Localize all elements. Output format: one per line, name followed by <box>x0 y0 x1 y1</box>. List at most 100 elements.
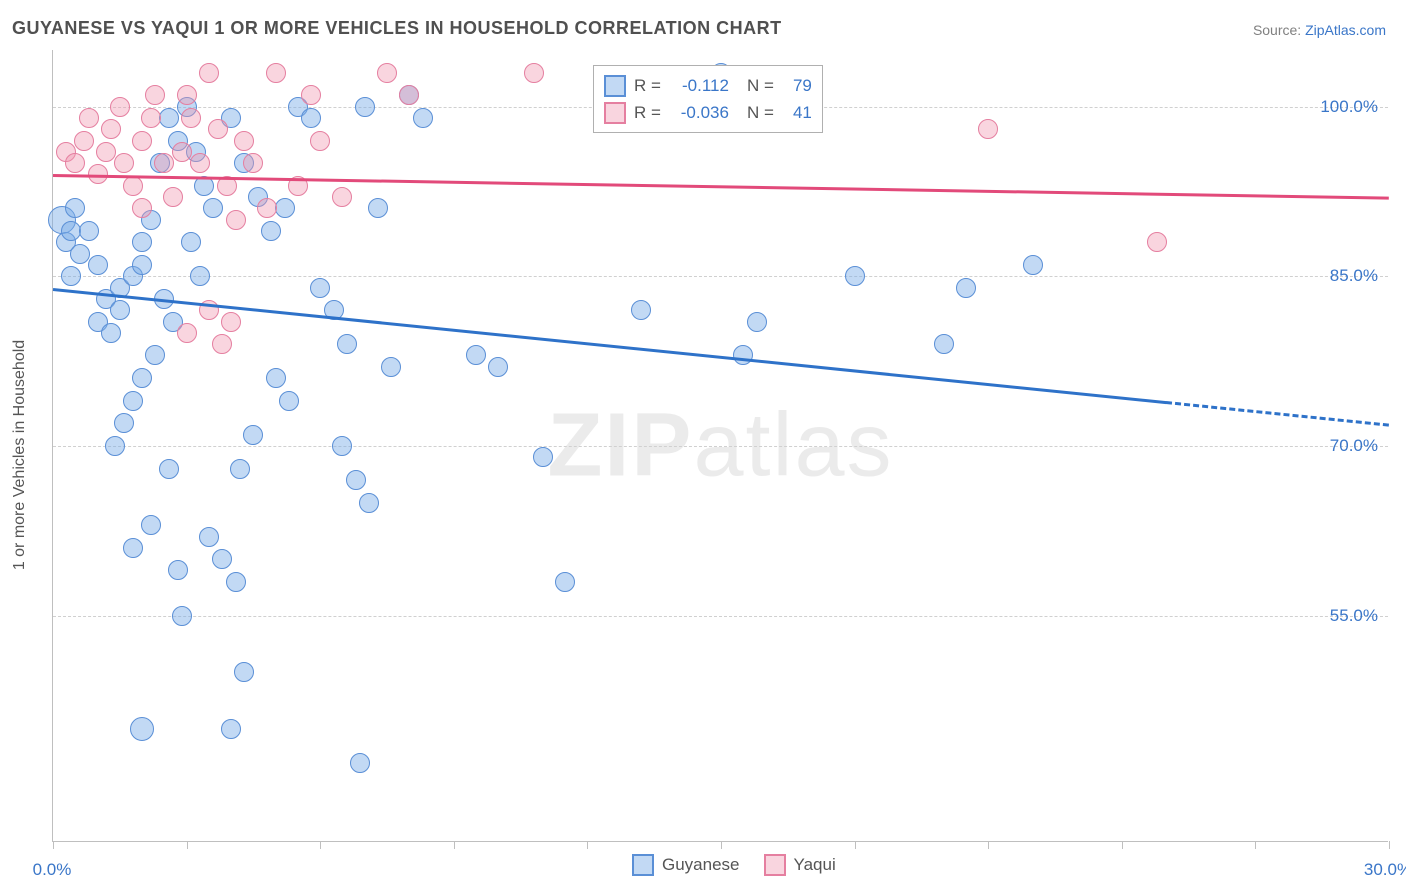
watermark-atlas: atlas <box>693 395 893 495</box>
data-point <box>1147 232 1167 252</box>
data-point <box>172 142 192 162</box>
legend-label: Yaqui <box>794 855 836 875</box>
data-point <box>65 153 85 173</box>
data-point <box>154 153 174 173</box>
data-point <box>301 108 321 128</box>
r-value: -0.036 <box>669 99 729 126</box>
data-point <box>123 538 143 558</box>
legend-swatch <box>632 854 654 876</box>
data-point <box>234 131 254 151</box>
data-point <box>310 131 330 151</box>
n-label: N = <box>747 72 774 99</box>
data-point <box>332 187 352 207</box>
x-tick-mark <box>1122 841 1123 849</box>
x-tick-mark <box>1255 841 1256 849</box>
scatter-chart: ZIPatlas 55.0%70.0%85.0%100.0%R =-0.112N… <box>52 50 1388 842</box>
data-point <box>466 345 486 365</box>
data-point <box>733 345 753 365</box>
data-point <box>243 425 263 445</box>
legend-swatch <box>604 75 626 97</box>
data-point <box>368 198 388 218</box>
data-point <box>114 153 134 173</box>
data-point <box>96 142 116 162</box>
r-label: R = <box>634 72 661 99</box>
data-point <box>190 153 210 173</box>
data-point <box>123 391 143 411</box>
x-tick-mark <box>320 841 321 849</box>
source-prefix: Source: <box>1253 22 1305 38</box>
data-point <box>132 232 152 252</box>
source-link[interactable]: ZipAtlas.com <box>1305 22 1386 38</box>
x-tick-mark <box>187 841 188 849</box>
data-point <box>132 131 152 151</box>
data-point <box>399 85 419 105</box>
data-point <box>74 131 94 151</box>
gridline <box>53 616 1388 617</box>
data-point <box>132 368 152 388</box>
data-point <box>199 527 219 547</box>
data-point <box>212 549 232 569</box>
x-tick-mark <box>855 841 856 849</box>
legend-item: Yaqui <box>764 854 836 876</box>
series-legend: Guyanese Yaqui <box>632 854 836 876</box>
data-point <box>105 436 125 456</box>
data-point <box>301 85 321 105</box>
data-point <box>208 119 228 139</box>
y-tick-label: 70.0% <box>1330 436 1378 456</box>
data-point <box>88 255 108 275</box>
data-point <box>243 153 263 173</box>
data-point <box>350 753 370 773</box>
data-point <box>413 108 433 128</box>
data-point <box>355 97 375 117</box>
data-point <box>266 63 286 83</box>
y-axis-label: 1 or more Vehicles in Household <box>11 340 29 570</box>
x-tick-mark <box>721 841 722 849</box>
y-tick-label: 55.0% <box>1330 606 1378 626</box>
data-point <box>978 119 998 139</box>
legend-swatch <box>604 102 626 124</box>
n-value: 79 <box>782 72 812 99</box>
data-point <box>234 662 254 682</box>
legend-label: Guyanese <box>662 855 740 875</box>
x-tick-mark <box>1389 841 1390 849</box>
data-point <box>159 108 179 128</box>
data-point <box>381 357 401 377</box>
data-point <box>221 719 241 739</box>
data-point <box>101 119 121 139</box>
data-point <box>956 278 976 298</box>
data-point <box>310 278 330 298</box>
x-tick-label: 30.0% <box>1364 860 1406 880</box>
data-point <box>114 413 134 433</box>
data-point <box>226 210 246 230</box>
data-point <box>101 323 121 343</box>
data-point <box>159 459 179 479</box>
data-point <box>145 345 165 365</box>
data-point <box>555 572 575 592</box>
data-point <box>279 391 299 411</box>
data-point <box>257 198 277 218</box>
data-point <box>631 300 651 320</box>
data-point <box>747 312 767 332</box>
watermark-zip: ZIP <box>547 395 693 495</box>
data-point <box>181 108 201 128</box>
data-point <box>168 560 188 580</box>
data-point <box>110 300 130 320</box>
data-point <box>132 255 152 275</box>
y-tick-label: 85.0% <box>1330 266 1378 286</box>
n-value: 41 <box>782 99 812 126</box>
data-point <box>1023 255 1043 275</box>
data-point <box>346 470 366 490</box>
source-label: Source: ZipAtlas.com <box>1253 22 1386 38</box>
data-point <box>190 266 210 286</box>
n-label: N = <box>747 99 774 126</box>
data-point <box>79 108 99 128</box>
gridline <box>53 446 1388 447</box>
correlation-legend: R =-0.112N =79R =-0.036N =41 <box>593 65 823 133</box>
data-point <box>181 232 201 252</box>
data-point <box>230 459 250 479</box>
x-tick-label: 0.0% <box>33 860 72 880</box>
legend-item: Guyanese <box>632 854 740 876</box>
data-point <box>533 447 553 467</box>
legend-row: R =-0.036N =41 <box>604 99 812 126</box>
data-point <box>132 198 152 218</box>
